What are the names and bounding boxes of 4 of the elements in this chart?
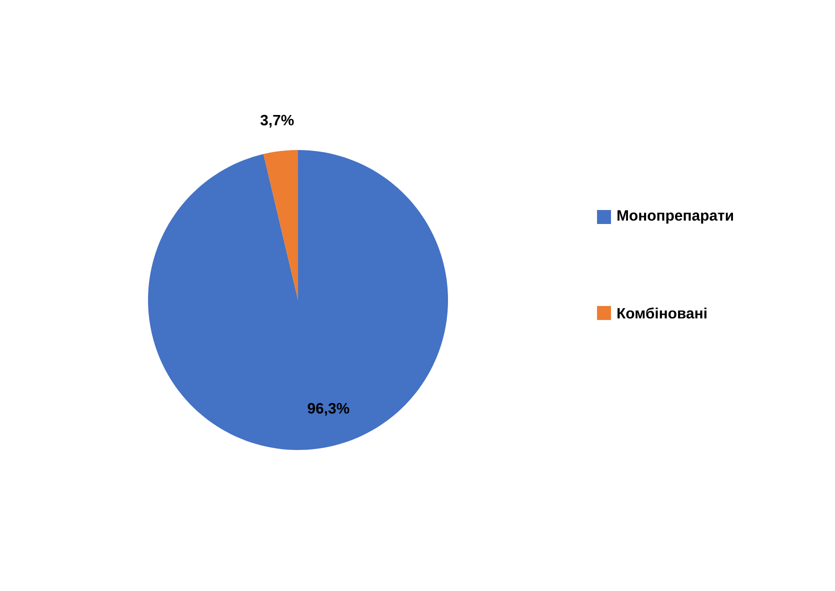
legend-label: Монопрепарати — [618, 210, 733, 224]
data-label: 3,7% — [260, 114, 294, 128]
data-label: 96,3% — [308, 403, 350, 416]
legend-label: Комбіновані — [618, 307, 706, 319]
